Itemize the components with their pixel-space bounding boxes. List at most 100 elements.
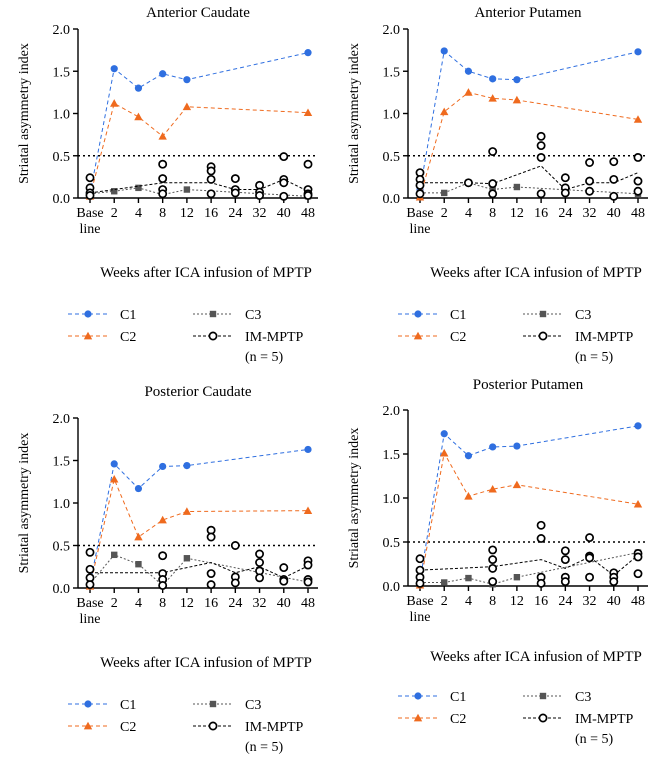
- data-point-im-mptp: [609, 174, 619, 184]
- legend-label-c1: C1: [450, 690, 466, 705]
- legend-marker-im: [208, 331, 218, 341]
- series-line-im-mptp-mean: [90, 561, 309, 579]
- x-tick-label: 40: [277, 206, 291, 221]
- data-point-im-mptp: [488, 179, 498, 189]
- x-tick-label-line: line: [80, 612, 101, 627]
- legend: C1 C2 C3 IM-MPTP (n = 5): [68, 698, 304, 755]
- data-point-im-mptp: [158, 174, 168, 184]
- data-point-c2: [110, 475, 119, 483]
- data-point-im-mptp: [230, 174, 240, 184]
- legend-label-c1: C1: [120, 698, 136, 713]
- y-tick-label: 1.0: [383, 492, 401, 507]
- data-point-im-mptp: [536, 141, 546, 151]
- data-point-im-mptp: [488, 147, 498, 156]
- legend: C1 C2 C3 IM-MPTP (n = 5): [68, 308, 304, 365]
- data-point-im-mptp: [560, 546, 570, 556]
- y-axis-label: Striatal asymmetry index: [347, 43, 362, 184]
- x-tick-label: 4: [135, 206, 142, 221]
- x-axis-label: Weeks after ICA infusion of MPTP: [100, 265, 312, 281]
- data-point-im-mptp: [560, 577, 570, 587]
- x-tick-label: 48: [631, 594, 645, 609]
- x-tick-label-line: Base: [406, 206, 433, 221]
- data-point-im-mptp: [609, 157, 619, 167]
- data-point-im-mptp: [560, 173, 570, 183]
- x-tick-label: 8: [159, 596, 166, 611]
- x-tick-label: 32: [253, 596, 267, 611]
- series-line-c1: [419, 50, 639, 190]
- x-tick-label: 24: [558, 206, 572, 221]
- y-tick-label: 1.5: [53, 65, 71, 80]
- data-point-im-mptp: [415, 578, 425, 588]
- data-point-im-mptp: [279, 152, 289, 162]
- y-tick-label: 1.5: [383, 448, 401, 463]
- data-point-c3: [441, 579, 448, 586]
- data-point-im-mptp: [158, 189, 168, 199]
- data-point-im-mptp: [85, 564, 95, 574]
- x-tick-label: 12: [510, 206, 524, 221]
- x-tick-label-line: line: [80, 222, 101, 237]
- data-point-im-mptp: [633, 152, 643, 162]
- legend-label-c3: C3: [245, 698, 261, 713]
- series-line-im-mptp-mean: [419, 554, 639, 577]
- data-point-c2: [512, 480, 522, 489]
- x-tick-label: 2: [111, 596, 118, 611]
- legend-marker-c1: [84, 310, 92, 318]
- chart-panel-2: Anterior Putamen 0.0 0.5 1.0 1.5 2.0 Striatal …: [347, 5, 648, 365]
- legend-marker-im: [208, 721, 218, 731]
- series-line-c2: [89, 102, 309, 197]
- data-point-c1: [134, 84, 143, 92]
- data-point-c1: [304, 49, 312, 57]
- y-tick-label: 1.5: [53, 455, 71, 470]
- data-point-c2: [182, 102, 192, 111]
- data-point-c1: [183, 462, 191, 470]
- legend-marker-c1: [414, 692, 422, 700]
- data-point-im-mptp: [585, 176, 595, 186]
- legend: C1 C2 C3 IM-MPTP (n = 5): [398, 690, 634, 747]
- x-tick-label: 16: [534, 206, 548, 221]
- chart-title: Posterior Caudate: [144, 384, 251, 400]
- x-axis-label: Weeks after ICA infusion of MPTP: [430, 649, 642, 665]
- data-point-im-mptp: [206, 189, 216, 199]
- data-point-c1: [489, 75, 497, 83]
- data-point-c2: [464, 492, 473, 500]
- data-point-im-mptp: [85, 547, 95, 557]
- data-point-im-mptp: [230, 188, 240, 198]
- y-tick-label: 0.5: [383, 536, 401, 551]
- y-tick-label: 0.0: [53, 192, 71, 207]
- data-point-c2: [158, 132, 167, 140]
- data-point-c1: [513, 76, 521, 84]
- data-point-c1: [159, 70, 167, 78]
- data-point-im-mptp: [303, 191, 313, 200]
- x-tick-label: 32: [583, 594, 597, 609]
- x-tick-label: 24: [228, 206, 242, 221]
- legend-marker-c2: [83, 721, 93, 730]
- data-point-im-mptp: [279, 191, 289, 201]
- data-point-im-mptp: [230, 578, 240, 588]
- data-point-im-mptp: [255, 549, 265, 559]
- legend-marker-c2: [413, 713, 423, 722]
- x-tick-label-baseline: Base line: [406, 594, 433, 625]
- series-line-c3: [89, 554, 309, 587]
- data-point-im-mptp: [279, 563, 289, 573]
- data-point-im-mptp: [255, 573, 265, 583]
- data-point-im-mptp: [255, 558, 265, 567]
- data-point-im-mptp: [279, 576, 289, 586]
- data-point-c3: [135, 184, 142, 192]
- y-tick-label: 0.0: [383, 192, 401, 207]
- legend-label-c2: C2: [450, 330, 466, 345]
- series-line-c2: [419, 91, 639, 198]
- y-tick-label: 0.0: [383, 580, 401, 595]
- data-point-im-mptp: [488, 563, 498, 573]
- data-point-c1: [183, 76, 191, 84]
- data-point-im-mptp: [303, 560, 313, 570]
- y-tick-label: 2.0: [53, 412, 71, 427]
- x-tick-label: 40: [277, 596, 291, 611]
- data-point-im-mptp: [230, 541, 240, 550]
- data-point-c1: [304, 445, 312, 454]
- x-tick-label-line: Base: [76, 206, 103, 221]
- x-tick-label: 2: [441, 206, 448, 221]
- data-point-im-mptp: [303, 159, 313, 169]
- data-point-im-mptp: [158, 159, 168, 169]
- legend-label-c2: C2: [120, 720, 136, 735]
- data-point-im-mptp: [415, 189, 425, 199]
